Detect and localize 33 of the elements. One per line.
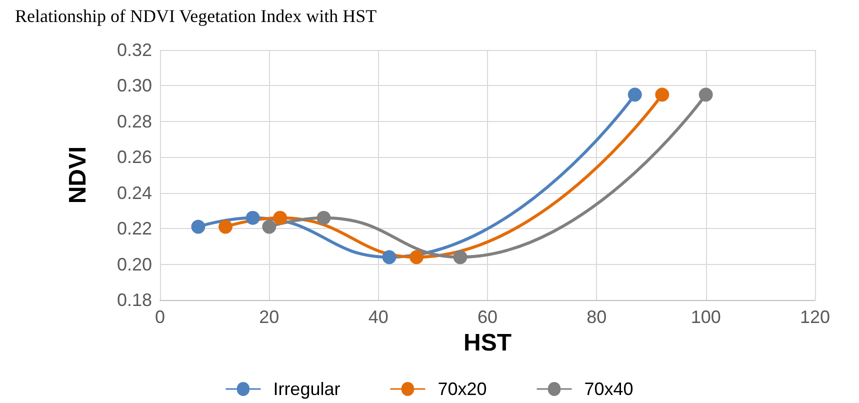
point (382, 250, 396, 264)
point (273, 210, 288, 225)
legend-label: 70x40 (584, 379, 634, 399)
x-tick-label: 40 (368, 307, 388, 327)
point (655, 88, 670, 102)
point (246, 210, 260, 225)
x-axis-title: HST (464, 329, 512, 356)
y-tick-label: 0.22 (116, 218, 152, 239)
point (410, 250, 424, 264)
x-tick-label: 20 (259, 307, 280, 327)
y-tick-label: 0.18 (116, 290, 152, 310)
y-tick-label: 0.30 (116, 76, 152, 96)
y-tick-label: 0.20 (116, 254, 152, 274)
point (453, 250, 468, 264)
point (218, 220, 232, 234)
x-tick-label: 0 (154, 307, 166, 327)
legend-label: Irregular (273, 379, 340, 399)
point (191, 220, 206, 234)
point (698, 88, 713, 102)
point (262, 220, 276, 234)
y-tick-label: 0.32 (116, 40, 152, 60)
x-tick-label: 100 (690, 307, 721, 327)
y-axis-title: NDVI (64, 146, 92, 204)
y-tick-label: 0.24 (116, 182, 152, 203)
x-tick-label: 120 (800, 307, 830, 327)
point (316, 210, 331, 225)
y-tick-label: 0.28 (116, 111, 152, 132)
x-tick-label: 80 (586, 307, 607, 327)
y-tick-label: 0.26 (116, 147, 152, 168)
x-tick-label: 60 (477, 307, 498, 327)
legend-label: 70x20 (438, 379, 487, 399)
point (628, 88, 642, 102)
chart-title: Relationship of NDVI Vegetation Index with HST (15, 6, 377, 26)
